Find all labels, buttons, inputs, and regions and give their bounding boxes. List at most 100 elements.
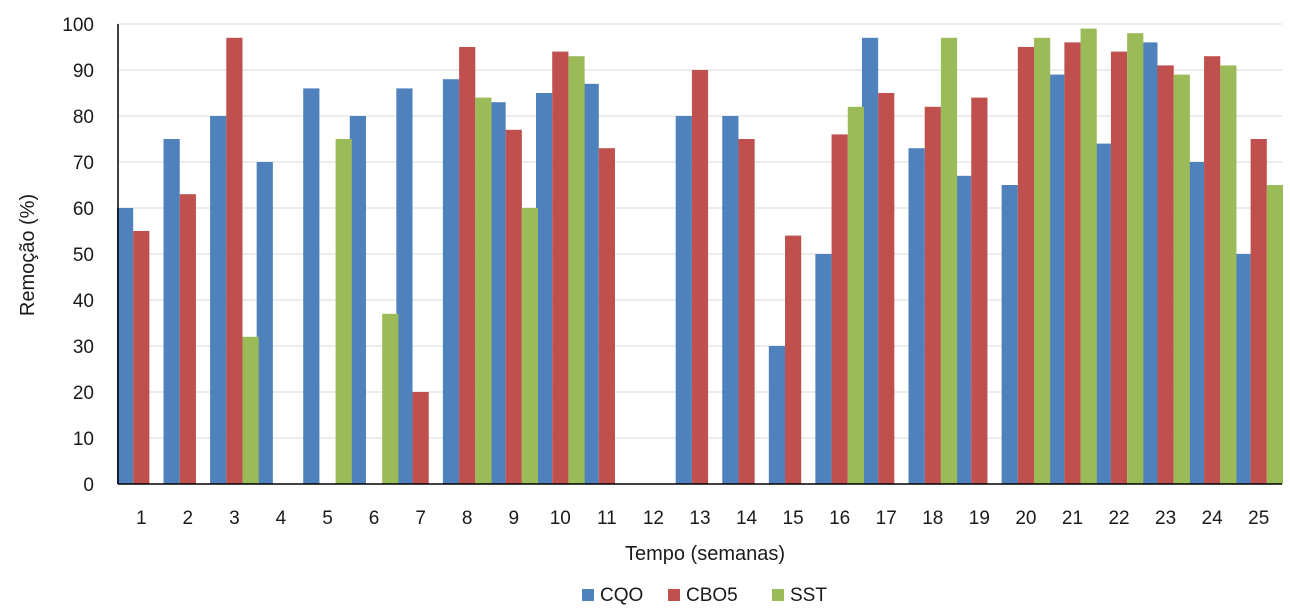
bar-cbo5-24 [1204, 56, 1221, 484]
bar-cbo5-22 [1110, 51, 1128, 484]
bar-cqo-20 [1001, 185, 1018, 484]
x-tick-label: 4 [276, 508, 287, 529]
y-axis-title: Remoção (%) [17, 194, 39, 316]
bar-cbo5-23 [1157, 65, 1174, 485]
x-tick-label: 17 [876, 508, 897, 529]
bars [116, 28, 1284, 485]
x-tick-label: 16 [829, 508, 850, 529]
x-tick-label: 7 [415, 508, 426, 529]
bar-cbo5-13 [691, 70, 709, 484]
bar-cqo-18 [908, 148, 925, 484]
y-tick-label: 90 [73, 61, 94, 82]
bar-cbo5-18 [924, 106, 941, 485]
x-tick-label: 6 [369, 508, 380, 529]
y-tick-label: 80 [73, 107, 94, 128]
x-tick-label: 25 [1248, 508, 1269, 529]
legend-label-sst: SST [790, 585, 827, 606]
bar-cbo5-19 [971, 97, 988, 484]
bar-cqo-11 [582, 83, 599, 485]
x-tick-label: 10 [550, 508, 571, 529]
x-tick-label: 15 [783, 508, 804, 529]
x-tick-label: 21 [1062, 508, 1083, 529]
y-tick-label: 10 [73, 429, 94, 450]
y-tick-labels: 0 10 20 30 40 50 60 70 80 90 100 [62, 15, 94, 496]
x-tick-label: 8 [462, 508, 473, 529]
axes [117, 24, 1282, 485]
bar-cbo5-25 [1250, 139, 1267, 484]
x-tick-label: 11 [597, 508, 617, 529]
bar-cqo-25 [1234, 254, 1251, 484]
bar-cbo5-8 [459, 47, 476, 484]
bar-sst-10 [568, 56, 585, 484]
bar-cbo5-10 [552, 51, 569, 484]
bar-cbo5-14 [738, 139, 755, 484]
bar-cqo-6 [349, 116, 366, 484]
y-tick-label: 40 [73, 291, 94, 312]
x-tick-label: 23 [1155, 508, 1176, 529]
x-tick-label: 5 [322, 508, 333, 529]
bar-sst-20 [1034, 37, 1051, 485]
bar-sst-18 [940, 37, 958, 485]
bar-cqo-2 [163, 139, 180, 484]
bar-cbo5-11 [598, 148, 615, 484]
bar-sst-16 [847, 106, 864, 485]
legend: CQO CBO5 SST [582, 585, 827, 606]
bar-sst-23 [1173, 74, 1190, 484]
y-tick-label: 100 [62, 15, 94, 36]
y-tick-label: 0 [83, 475, 94, 496]
x-tick-labels: 1 2 3 4 5 6 7 8 9 10 11 12 13 14 15 16 17 18 19 20 21 22 23 24 2… [136, 508, 1269, 529]
y-tick-label: 30 [73, 337, 94, 358]
bar-cqo-23 [1141, 42, 1158, 485]
x-tick-label: 14 [736, 508, 758, 529]
bar-cqo-10 [536, 93, 553, 484]
legend-swatch-cqo [582, 589, 594, 601]
bar-sst-8 [475, 97, 492, 484]
bar-cqo-4 [256, 162, 273, 484]
bar-sst-24 [1220, 65, 1237, 485]
bar-sst-6 [382, 313, 399, 484]
bar-cqo-22 [1094, 143, 1111, 484]
bar-cqo-7 [396, 88, 413, 485]
bar-cbo5-20 [1017, 47, 1035, 484]
bar-cqo-8 [442, 79, 460, 484]
x-tick-label: 20 [1015, 508, 1036, 529]
bar-sst-21 [1080, 28, 1097, 484]
bar-sst-22 [1127, 33, 1144, 484]
x-tick-label: 18 [922, 508, 943, 529]
bar-sst-3 [242, 336, 259, 484]
x-tick-label: 19 [969, 508, 990, 529]
bar-cqo-13 [675, 116, 692, 484]
y-tick-label: 20 [73, 383, 94, 404]
legend-label-cbo5: CBO5 [686, 585, 738, 606]
bar-sst-25 [1266, 185, 1284, 484]
y-tick-label: 70 [73, 153, 94, 174]
bar-cbo5-16 [831, 134, 848, 484]
bar-cqo-9 [489, 102, 506, 484]
bar-cqo-16 [815, 254, 832, 484]
y-tick-label: 50 [73, 245, 94, 266]
bar-cbo5-17 [878, 93, 895, 484]
x-tick-label: 2 [183, 508, 194, 529]
x-tick-label: 12 [643, 508, 664, 529]
bar-cbo5-2 [179, 194, 196, 484]
bar-cbo5-21 [1064, 42, 1081, 485]
x-tick-label: 13 [689, 508, 710, 529]
x-tick-label: 24 [1202, 508, 1224, 529]
bar-cqo-17 [861, 37, 879, 485]
bar-cqo-24 [1187, 162, 1205, 484]
bar-cqo-15 [768, 346, 786, 484]
bar-cbo5-3 [226, 37, 243, 485]
x-tick-label: 3 [229, 508, 240, 529]
x-tick-label: 1 [136, 508, 147, 529]
x-tick-label: 22 [1108, 508, 1129, 529]
y-tick-label: 60 [73, 199, 94, 220]
bar-cbo5-15 [785, 235, 802, 484]
bar-cqo-3 [210, 116, 227, 484]
bar-sst-5 [335, 139, 352, 484]
bar-cqo-19 [955, 175, 972, 485]
x-tick-label: 9 [508, 508, 519, 529]
bar-cbo5-7 [412, 392, 429, 484]
bar-cbo5-9 [505, 129, 522, 485]
legend-label-cqo: CQO [600, 585, 643, 606]
